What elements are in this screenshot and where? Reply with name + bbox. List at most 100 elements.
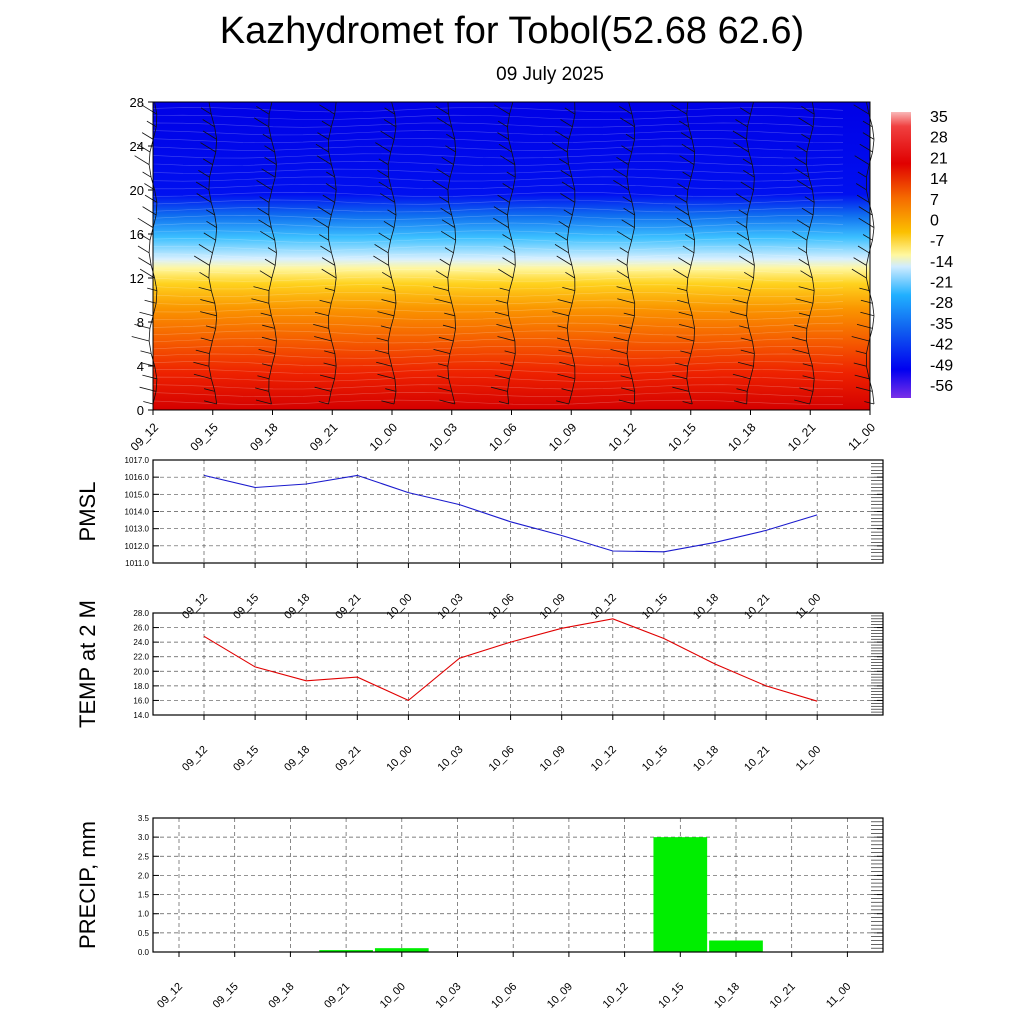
isotherm-line	[152, 276, 844, 282]
precip-bar	[374, 948, 429, 952]
x-tick-label: 10_12	[589, 744, 619, 774]
x-tick-label: 10_15	[656, 981, 686, 1011]
y-tick-label: 1014.0	[125, 508, 150, 517]
y-tick-label: 24.0	[133, 638, 149, 647]
isotherm-line	[152, 261, 844, 267]
x-tick-label: 09_18	[247, 420, 281, 454]
x-tick-label: 11_00	[794, 592, 824, 622]
temp2m-panel: 14.0 16.0 18.0 20.0 22.0 24.0 26.0 28.0 09_12 09_…	[75, 600, 884, 774]
y-tick-label: 20.0	[133, 667, 149, 676]
x-tick-label: 10_03	[426, 420, 460, 454]
x-tick-label: 09_21	[333, 592, 363, 622]
isotherm-line	[152, 107, 844, 113]
colorbar-label: -28	[930, 295, 953, 312]
heatmap-field	[153, 102, 870, 410]
isotherm-line	[152, 322, 844, 328]
isotherm-line	[152, 330, 844, 336]
y-tick-label: 18.0	[133, 682, 149, 691]
x-tick-label: 09_21	[307, 420, 341, 454]
y-axis-title: PRECIP, mm	[75, 821, 100, 949]
x-tick-label: 10_09	[545, 981, 575, 1011]
isotherm-line	[152, 137, 844, 144]
y-tick-label: 26.0	[133, 624, 149, 633]
isotherm-line	[152, 161, 844, 167]
isotherm-line	[152, 361, 844, 367]
colorbar-label: 0	[930, 212, 939, 229]
x-tick-label: 10_09	[546, 420, 580, 454]
x-tick-label: 09_18	[282, 592, 312, 622]
y-tick-label: 0.5	[138, 929, 150, 938]
isotherm-line	[152, 222, 844, 228]
y-tick-label: 22.0	[133, 653, 149, 662]
x-tick-label: 10_03	[436, 744, 466, 774]
isotherm-line	[152, 368, 844, 375]
isotherm-line	[152, 353, 844, 359]
pmsl-panel: 1011.0 1012.0 1013.0 1014.0 1015.0 1016.0 1017…	[75, 456, 884, 622]
x-tick-label: 10_15	[640, 592, 670, 622]
x-tick-label: 09_21	[322, 981, 352, 1011]
isotherm-line	[152, 307, 844, 313]
y-tick-label: 2.5	[138, 852, 150, 861]
x-tick-label: 10_15	[640, 744, 670, 774]
isotherm-line	[152, 184, 844, 190]
y-tick-label: 1011.0	[125, 559, 149, 568]
y-tick-label: 12	[130, 271, 144, 286]
x-tick-label: 10_00	[384, 744, 414, 774]
chart-subtitle: 09 July 2025	[496, 64, 604, 85]
y-tick-label: 2.0	[138, 871, 150, 880]
x-tick-label: 11_00	[824, 981, 854, 1011]
colorbar-label: -35	[930, 316, 953, 333]
isotherm-line	[152, 299, 844, 305]
y-tick-label: 24	[130, 139, 144, 154]
x-tick-label: 10_18	[691, 744, 721, 774]
isotherm-line	[152, 207, 844, 213]
x-tick-label: 09_12	[128, 420, 162, 454]
x-tick-label: 10_00	[384, 592, 414, 622]
panel-frame	[152, 612, 884, 716]
x-tick-label: 10_21	[742, 592, 772, 622]
x-tick-label: 09_15	[231, 592, 261, 622]
wind-barb-column	[730, 101, 755, 405]
x-tick-label: 09_21	[333, 744, 363, 774]
x-tick-label: 10_03	[434, 981, 464, 1011]
x-tick-label: 09_12	[180, 592, 210, 622]
isotherm-line	[152, 245, 844, 251]
isotherm-line	[152, 392, 844, 398]
isotherm-line	[152, 214, 844, 221]
x-tick-label: 10_00	[378, 981, 408, 1011]
y-tick-label: 1015.0	[125, 490, 150, 499]
isotherm-line	[152, 130, 844, 136]
isotherm-line	[152, 399, 844, 405]
x-tick-label: 10_09	[538, 744, 568, 774]
y-tick-label: 3.5	[138, 814, 150, 823]
x-tick-label: 10_12	[589, 592, 619, 622]
y-tick-label: 14.0	[133, 711, 149, 720]
isotherm-line	[152, 238, 844, 244]
wind-barb-column	[671, 101, 695, 405]
y-tick-label: 28	[130, 95, 144, 110]
colorbar-label: -56	[930, 378, 953, 395]
x-tick-label: 10_12	[606, 420, 640, 454]
y-tick-label: 20	[130, 183, 144, 198]
y-tick-label: 1017.0	[125, 456, 150, 465]
x-tick-label: 10_00	[367, 420, 401, 454]
isotherm-line	[152, 191, 844, 197]
colorbar-label: -42	[930, 337, 953, 354]
x-tick-label: 10_12	[601, 981, 631, 1011]
isotherm-line	[152, 122, 844, 128]
isotherm-line	[152, 145, 844, 151]
isotherm-line	[152, 384, 844, 390]
colorbar-gradient	[891, 112, 911, 398]
wind-barb-column	[193, 101, 218, 405]
wind-barb-column	[851, 101, 875, 405]
isotherm-line	[152, 268, 843, 274]
x-tick-label: 10_18	[725, 420, 759, 454]
isotherm-line	[152, 338, 844, 344]
x-tick-label: 09_15	[231, 744, 261, 774]
x-tick-label: 11_00	[845, 420, 878, 453]
x-tick-label: 10_06	[489, 981, 519, 1011]
y-tick-label: 16.0	[133, 696, 149, 705]
isotherm-line	[152, 230, 844, 236]
y-tick-label: 1.0	[138, 910, 150, 919]
isotherm-line	[152, 168, 844, 174]
